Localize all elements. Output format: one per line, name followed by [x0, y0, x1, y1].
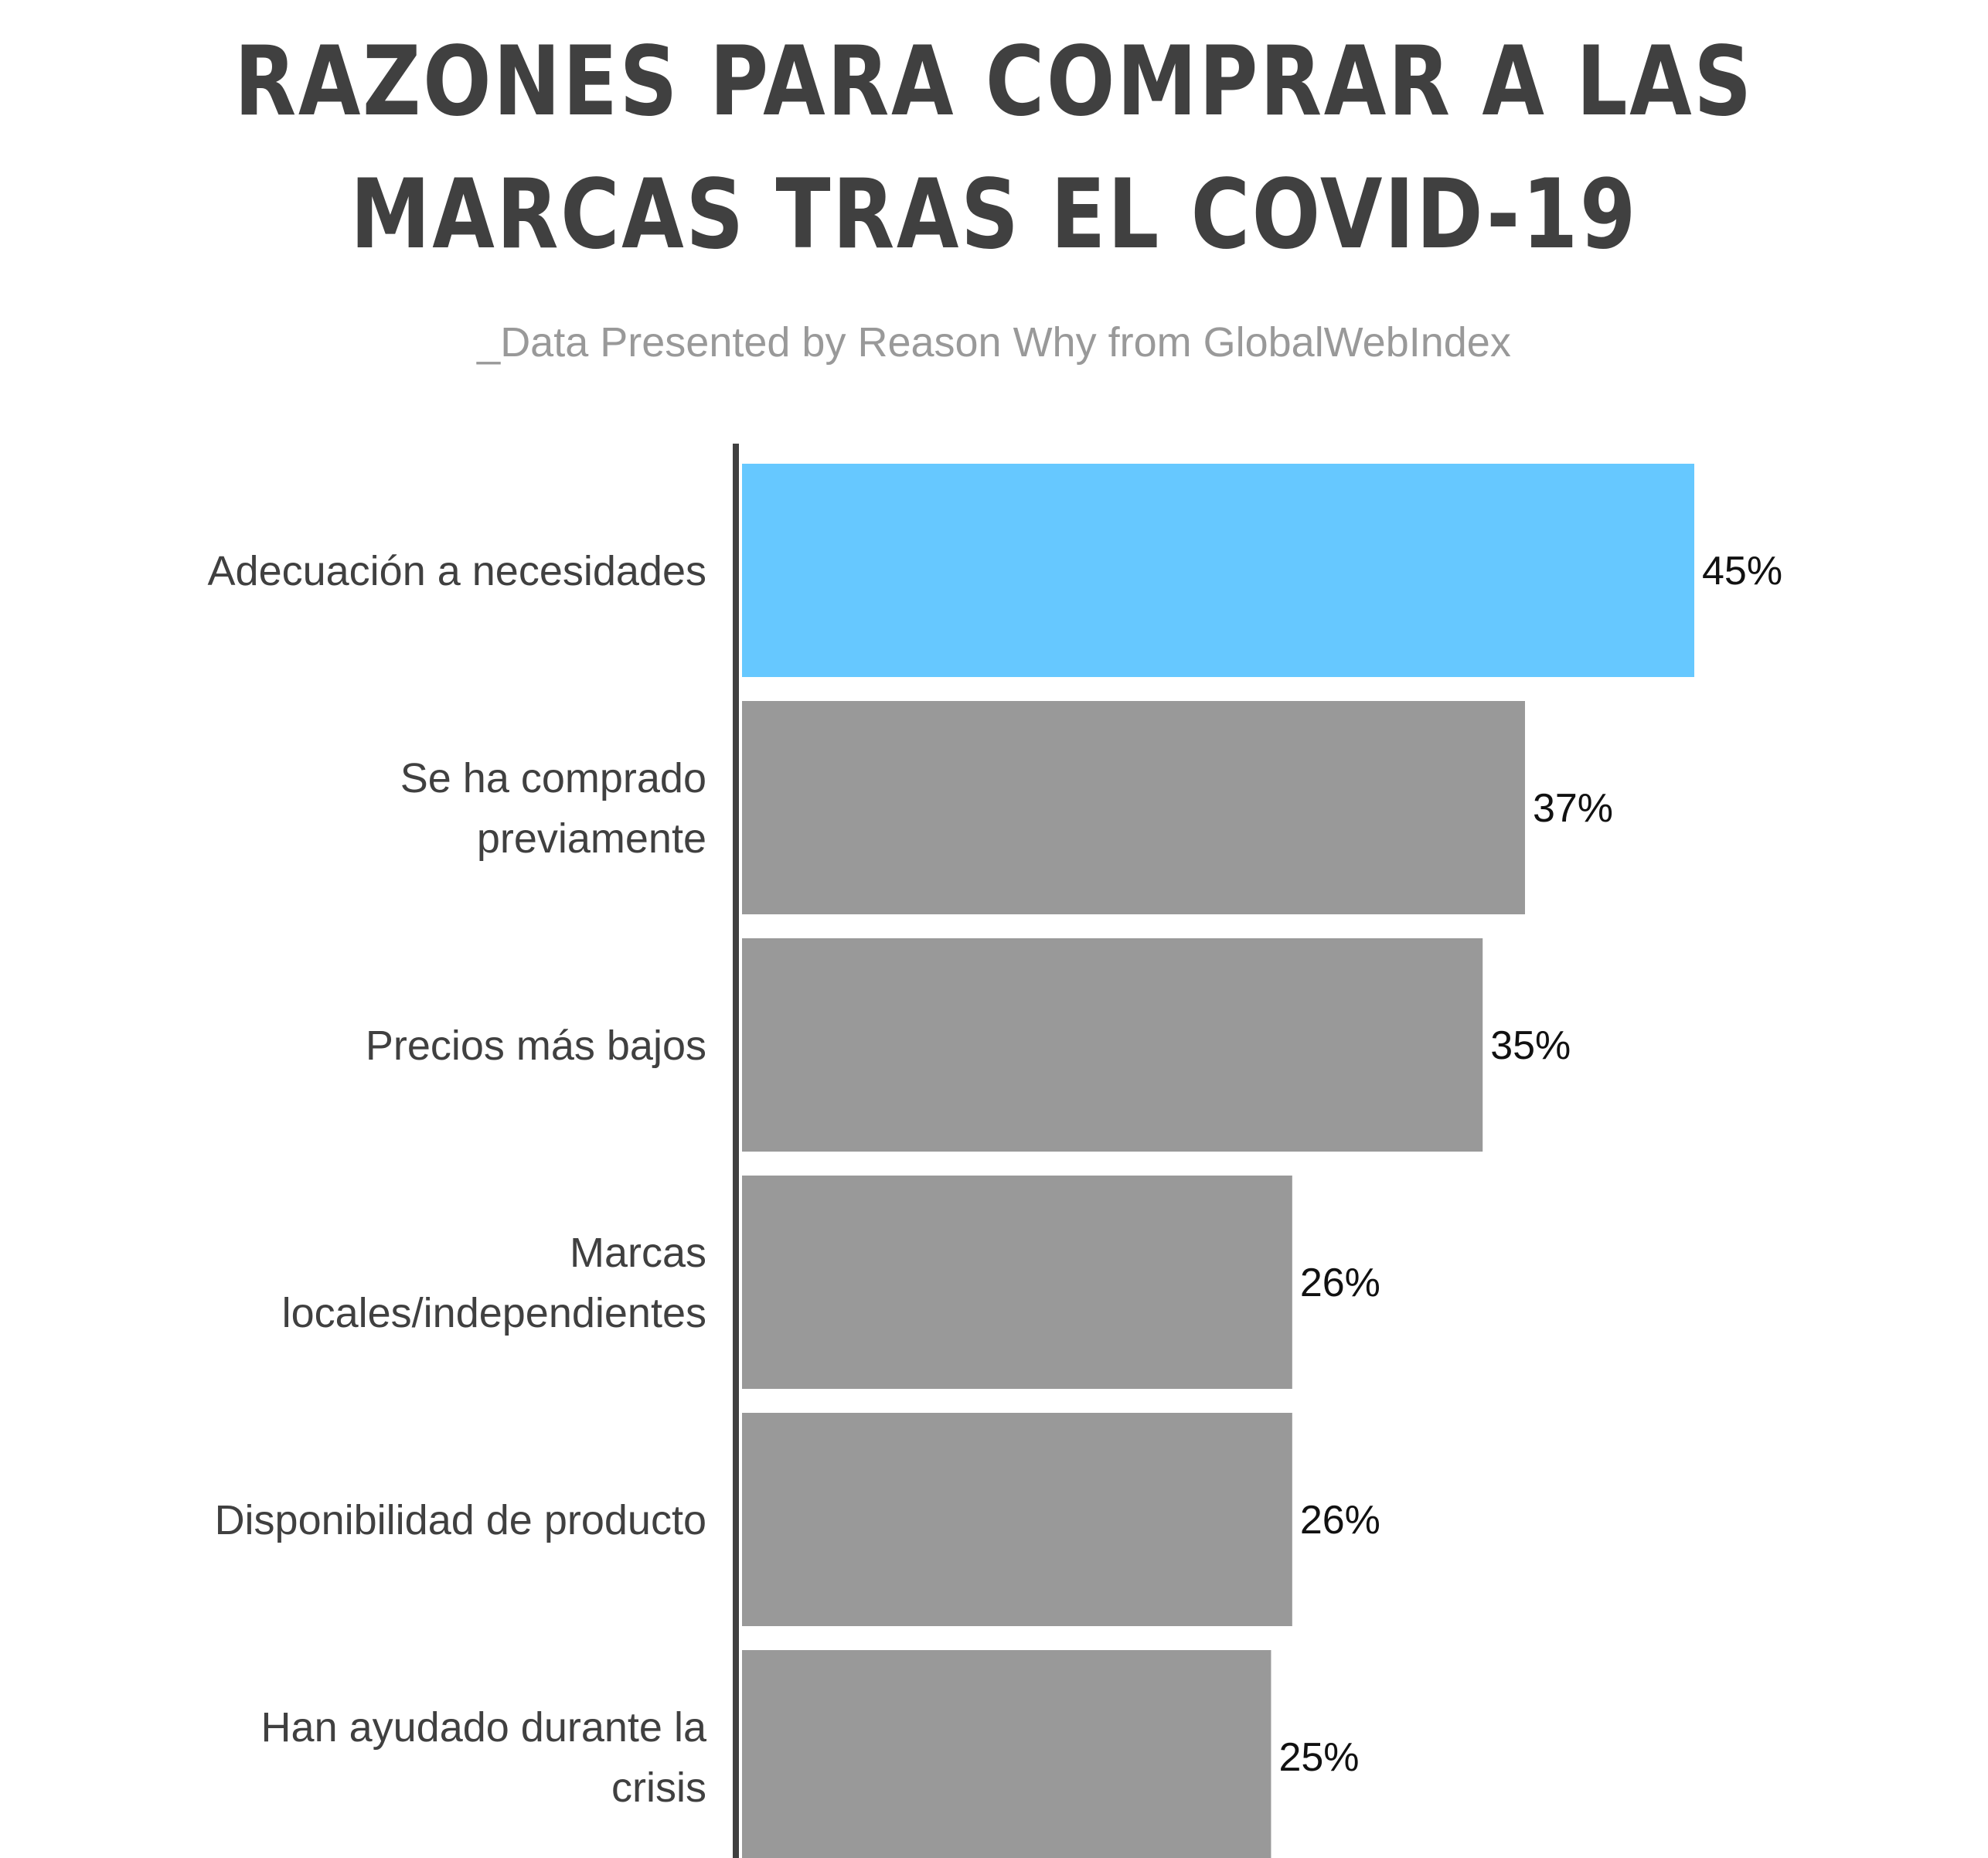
- category-label-line: Se ha comprado: [400, 755, 706, 801]
- category-label-line: Marcas: [570, 1230, 706, 1276]
- category-label: Se ha comprado previamente: [400, 755, 706, 862]
- bar: [742, 1413, 1292, 1626]
- category-label-line: Precios más bajos: [366, 1023, 706, 1069]
- value-label: 45%: [1702, 549, 1782, 594]
- bar: [742, 938, 1483, 1152]
- category-label: Disponibilidad de producto: [215, 1497, 706, 1543]
- category-label: Marcas locales/independientes: [282, 1230, 706, 1336]
- chart-title: RAZONES PARA COMPRAR A LAS MARCAS TRAS E…: [234, 26, 1754, 271]
- bar: [742, 1176, 1292, 1389]
- category-label-line: Disponibilidad de producto: [215, 1497, 706, 1543]
- category-label-line: previamente: [477, 815, 706, 862]
- category-label: Precios más bajos: [366, 1023, 706, 1069]
- bar: [742, 464, 1694, 677]
- category-label-line: locales/independientes: [282, 1290, 706, 1336]
- value-label: 37%: [1533, 786, 1613, 831]
- value-labels-group: 45% 37% 35% 26% 26% 25%: [1278, 549, 1782, 1780]
- category-label: Adecuación a necesidades: [208, 548, 706, 594]
- value-label: 25%: [1278, 1735, 1359, 1780]
- bars-group: [742, 464, 1694, 1858]
- bar: [742, 701, 1525, 914]
- value-label: 26%: [1300, 1498, 1380, 1543]
- category-labels-group: Adecuación a necesidades Se ha comprado pr…: [208, 548, 707, 1811]
- category-label-line: Han ayudado durante la: [261, 1704, 707, 1751]
- category-label: Han ayudado durante la crisis: [261, 1704, 707, 1811]
- category-label-line: Adecuación a necesidades: [208, 548, 706, 594]
- value-label: 26%: [1300, 1261, 1380, 1305]
- category-label-line: crisis: [611, 1764, 706, 1811]
- chart-subtitle: _Data Presented by Reason Why from Globa…: [477, 319, 1511, 366]
- value-label: 35%: [1490, 1023, 1571, 1068]
- bar: [742, 1650, 1271, 1858]
